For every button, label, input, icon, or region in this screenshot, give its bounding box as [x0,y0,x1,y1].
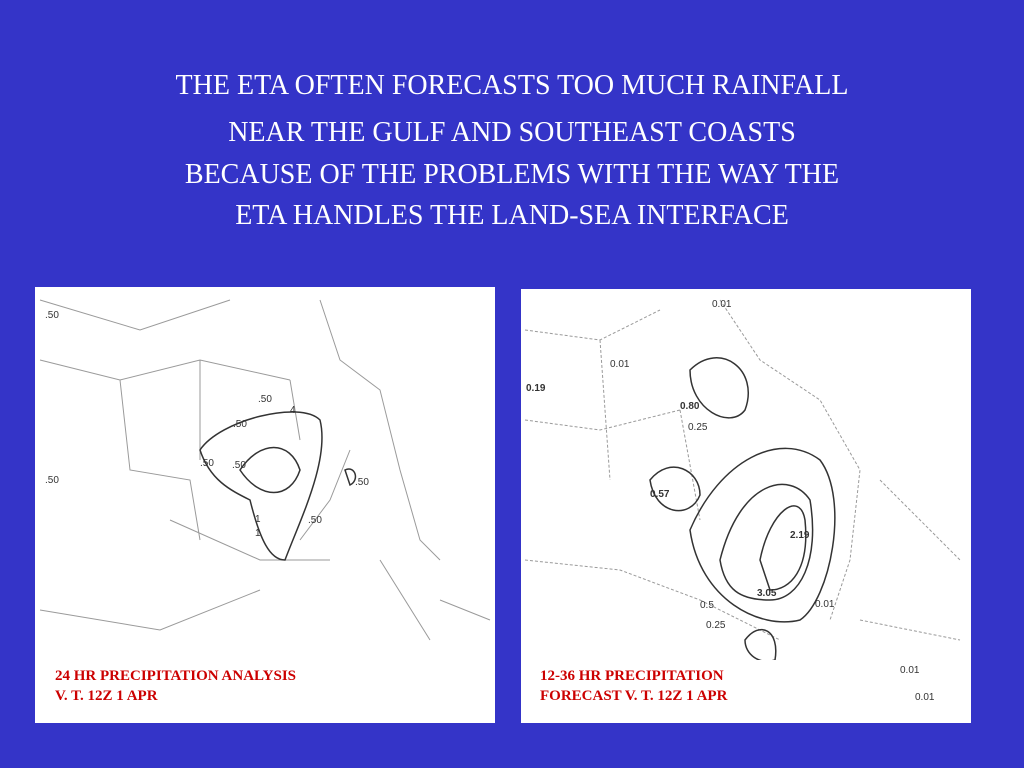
title-line: ETA HANDLES THE LAND-SEA INTERFACE [235,200,789,231]
map-labels: .50 .50 4 .50 .50 .50 .50 1 1 .50 .50 [45,310,369,539]
map-label: .50 [200,458,214,469]
map-label: 0.57 [650,489,670,500]
caption: 12-36 HR PRECIPITATION [540,668,724,684]
map-label: 0.01 [915,692,935,703]
map-label: 2.19 [790,530,810,541]
map-label: .50 [308,515,322,526]
map-label: 0.80 [680,401,700,412]
map-label: 0.25 [706,620,726,631]
map-label: 1 [255,528,261,539]
map-label: 4 [290,405,296,416]
caption-box [532,660,887,712]
map-label: 0.01 [815,599,835,610]
map-label: 0.25 [688,422,708,433]
map-contour [649,357,836,662]
map-label: .50 [45,475,59,486]
title-line: BECAUSE OF THE PROBLEMS WITH THE WAY THE [185,159,839,190]
map-label: 3.05 [757,588,777,599]
map-label: .50 [258,394,272,405]
map-label: 1 [255,514,261,525]
map-labels: 0.01 0.01 0.19 0.80 0.25 0.57 2.19 3.05 0.01 0.5 0… [526,299,935,703]
map-label: 0.5 [700,600,714,611]
map-label: .50 [232,460,246,471]
title-line: NEAR THE GULF AND SOUTHEAST COASTS [228,117,796,148]
map-label: 0.01 [712,299,732,310]
map-label: 0.01 [900,665,920,676]
caption-box [50,660,380,712]
map-outline [39,299,491,641]
caption: 24 HR PRECIPITATION ANALYSIS [55,668,296,684]
map-label: .50 [45,310,59,321]
map-label: 0.19 [526,383,546,394]
map-label: .50 [233,419,247,430]
map-label: 0.01 [610,359,630,370]
right-map: 0.01 0.01 0.19 0.80 0.25 0.57 2.19 3.05 0.01 0.5 0… [521,289,971,723]
caption: V. T. 12Z 1 APR [55,688,158,704]
left-map: .50 .50 4 .50 .50 .50 .50 1 1 .50 .50 24 HR PRECIP… [35,287,495,723]
map-outline [524,299,961,641]
map-panel [35,287,495,723]
caption: FORECAST V. T. 12Z 1 APR [540,688,728,704]
map-panel [521,289,971,723]
map-contour [199,411,357,561]
map-label: .50 [355,477,369,488]
title-line: THE ETA OFTEN FORECASTS TOO MUCH RAINFAL… [176,70,849,101]
